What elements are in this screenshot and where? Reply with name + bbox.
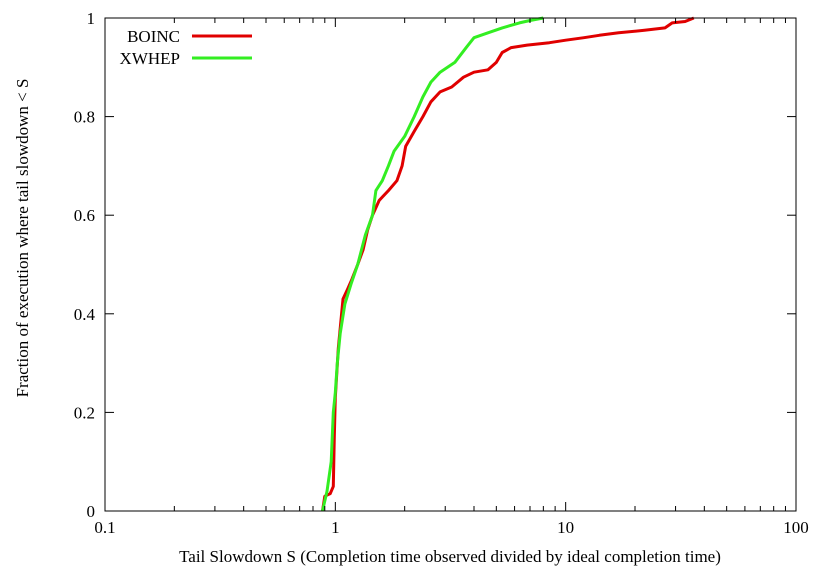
x-axis-title: Tail Slowdown S (Completion time observe…	[179, 547, 721, 566]
legend: BOINC XWHEP	[120, 27, 252, 68]
y-tick-label: 0	[87, 502, 96, 521]
y-tick-label: 0.4	[74, 305, 96, 324]
y-tick-label: 1	[87, 9, 96, 28]
y-tick-label: 0.6	[74, 206, 95, 225]
y-axis-title: Fraction of execution where tail slowdow…	[13, 79, 32, 398]
series-line-xwhep	[321, 16, 544, 512]
plot-marks	[321, 16, 695, 512]
series-line-boinc	[321, 16, 695, 512]
y-tick-label: 0.8	[74, 108, 95, 127]
legend-label-xwhep: XWHEP	[120, 49, 180, 68]
x-tick-label: 10	[557, 518, 574, 537]
x-tick-label: 1	[331, 518, 340, 537]
plot-frame	[104, 17, 797, 512]
axis-ticks: 0 0.2 0.4 0.6 0.8 1 0.1 1 10 100	[74, 9, 809, 537]
legend-label-boinc: BOINC	[127, 27, 180, 46]
y-tick-label: 0.2	[74, 403, 95, 422]
x-tick-label: 100	[783, 518, 809, 537]
x-tick-label: 0.1	[94, 518, 115, 537]
